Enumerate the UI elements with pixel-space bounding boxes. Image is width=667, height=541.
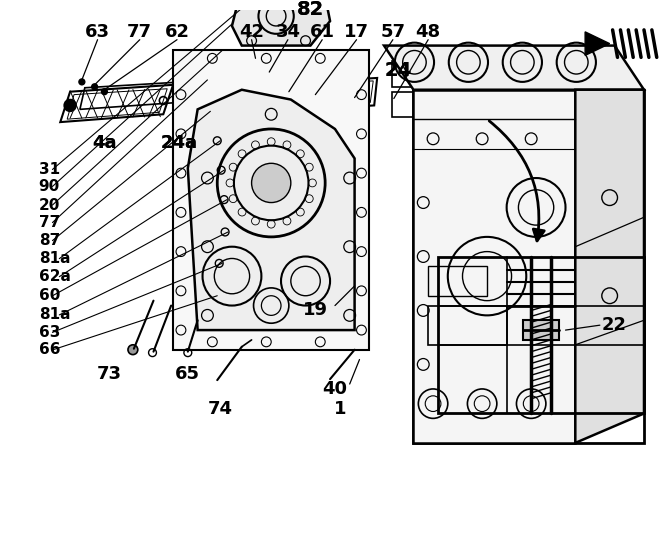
Text: 24a: 24a [161, 134, 197, 151]
Text: 62: 62 [165, 23, 189, 41]
Text: 61: 61 [309, 23, 335, 41]
Circle shape [79, 79, 85, 85]
Bar [428, 266, 487, 296]
Text: 17: 17 [344, 23, 369, 41]
Circle shape [64, 100, 76, 111]
Polygon shape [232, 0, 330, 45]
Text: 82: 82 [297, 0, 324, 19]
Text: 87: 87 [39, 233, 60, 248]
Text: 4a: 4a [92, 134, 117, 151]
Polygon shape [576, 90, 644, 443]
Circle shape [128, 345, 138, 354]
Text: 77: 77 [127, 23, 152, 41]
Text: 63: 63 [85, 23, 110, 41]
Text: 63: 63 [39, 325, 60, 340]
Text: 90: 90 [39, 179, 60, 194]
Text: 66: 66 [39, 342, 60, 358]
Text: 24a: 24a [161, 134, 197, 151]
Polygon shape [384, 45, 644, 90]
Text: 81a: 81a [39, 251, 70, 266]
Text: 24: 24 [384, 61, 412, 80]
Text: 4a: 4a [92, 134, 117, 151]
Text: 73: 73 [97, 365, 122, 383]
Bar [524, 320, 559, 340]
Circle shape [253, 63, 260, 71]
Text: 24: 24 [384, 61, 412, 80]
Text: 62a: 62a [39, 269, 71, 284]
Text: 60: 60 [39, 288, 60, 304]
Bar [428, 306, 507, 345]
Text: 20: 20 [39, 197, 60, 213]
Polygon shape [188, 90, 355, 330]
Text: 1: 1 [334, 400, 346, 418]
Polygon shape [414, 90, 576, 443]
Circle shape [101, 89, 107, 95]
Text: 77: 77 [39, 215, 60, 230]
Bar [392, 91, 453, 117]
Text: 74: 74 [207, 400, 233, 418]
Circle shape [268, 79, 274, 85]
Text: 40: 40 [322, 380, 348, 398]
Text: 22: 22 [602, 316, 627, 334]
Bar [438, 256, 644, 413]
Text: 48: 48 [416, 23, 441, 41]
Circle shape [251, 163, 291, 202]
Polygon shape [585, 32, 610, 55]
Text: 82: 82 [297, 0, 324, 19]
Bar [414, 90, 644, 443]
Text: 19: 19 [303, 301, 328, 320]
Text: 34: 34 [275, 23, 300, 41]
Text: 42: 42 [239, 23, 264, 41]
Circle shape [91, 84, 97, 90]
Text: 57: 57 [380, 23, 406, 41]
Text: 31: 31 [39, 162, 60, 177]
Polygon shape [173, 50, 370, 349]
Text: 65: 65 [175, 365, 200, 383]
Bar [392, 61, 453, 87]
Text: 81a: 81a [39, 307, 70, 322]
